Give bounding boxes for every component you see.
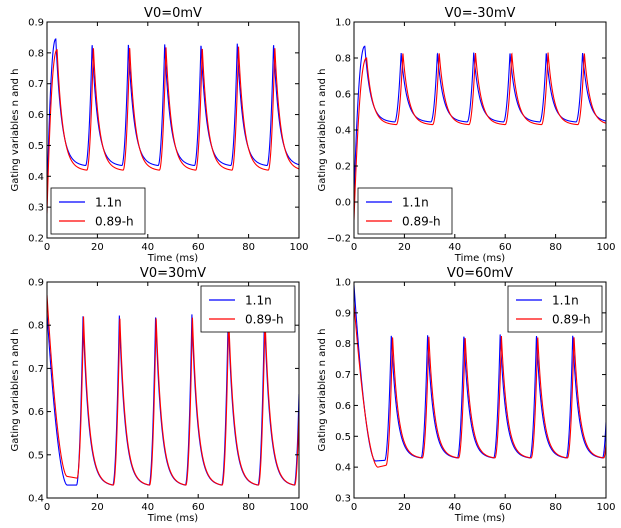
y-tick-label: 0.8 xyxy=(28,321,44,332)
y-tick-label: 0.5 xyxy=(28,141,44,152)
series-line-blue xyxy=(47,38,299,198)
series-line-blue xyxy=(354,45,606,197)
y-tick-label: 0.4 xyxy=(28,494,44,505)
y-tick-label: 0.9 xyxy=(28,278,44,289)
x-tick-label: 100 xyxy=(289,242,308,253)
chart-title: V0=60mV xyxy=(447,266,513,281)
x-tick-label: 60 xyxy=(192,242,205,253)
y-tick-label: 0.6 xyxy=(28,110,44,121)
chart-panel-4: 0 20 40 60 80 100 0.3 0.4 0.5 0.6 0.7 0.8 0.9 1.0 V0=6… xyxy=(317,266,616,524)
series-line-red xyxy=(47,46,299,214)
legend-entry: 1.1n xyxy=(552,294,579,308)
y-tick-label: 0.9 xyxy=(28,18,44,29)
y-tick-label: 0.2 xyxy=(335,162,351,173)
y-axis-label: Gating variables n and h xyxy=(317,68,328,191)
y-axis-label: Gating variables n and h xyxy=(10,328,21,451)
x-tick-label: 40 xyxy=(141,502,154,513)
legend: 1.1n 0.89-h xyxy=(357,187,453,235)
y-tick-label: 1.0 xyxy=(335,278,351,289)
chart-panel-1: 0 20 40 60 80 100 0.2 0.3 0.4 0.5 0.6 0.7 0.8 0.9 V0=0… xyxy=(10,6,309,264)
y-tick-label: 0.8 xyxy=(335,54,351,65)
plot-frame xyxy=(46,21,300,239)
y-tick-label: 0.6 xyxy=(28,407,44,418)
chart-title: V0=0mV xyxy=(144,6,202,21)
x-tick-label: 80 xyxy=(549,502,562,513)
x-tick-label: 20 xyxy=(91,502,104,513)
x-tick-label: 60 xyxy=(499,242,512,253)
y-tick-label: 0.5 xyxy=(28,450,44,461)
series-line-red xyxy=(354,52,606,221)
series-line-red xyxy=(47,294,299,486)
y-tick-label: −0.2 xyxy=(327,234,351,245)
legend-entry: 0.89-h xyxy=(245,313,284,327)
x-tick-label: 40 xyxy=(448,242,461,253)
legend: 1.1n 0.89-h xyxy=(507,285,603,333)
y-tick-label: 0.5 xyxy=(335,432,351,443)
y-tick-label: 0.4 xyxy=(335,463,351,474)
y-tick-label: 0.8 xyxy=(28,48,44,59)
plot-frame xyxy=(353,281,607,499)
x-tick-label: 60 xyxy=(499,502,512,513)
x-tick-label: 100 xyxy=(596,502,615,513)
y-tick-label: 0.7 xyxy=(28,79,44,90)
x-tick-label: 20 xyxy=(398,502,411,513)
legend-entry: 0.89-h xyxy=(402,215,441,229)
chart-title: V0=-30mV xyxy=(445,6,516,21)
y-tick-label: 0.4 xyxy=(335,126,351,137)
y-tick-label: 0.8 xyxy=(335,339,351,350)
x-tick-label: 80 xyxy=(242,242,255,253)
chart-panel-2: 0 20 40 60 80 100 −0.2 0.0 0.2 0.4 0.6 0.8 1.0 V0=-30… xyxy=(317,6,616,264)
y-tick-label: 0.3 xyxy=(335,494,351,505)
y-tick-label: 0.0 xyxy=(335,198,351,209)
x-tick-label: 80 xyxy=(549,242,562,253)
y-axis-label: Gating variables n and h xyxy=(317,328,328,451)
y-tick-label: 1.0 xyxy=(335,18,351,29)
y-axis-label: Gating variables n and h xyxy=(10,68,21,191)
x-tick-label: 40 xyxy=(141,242,154,253)
y-tick-label: 0.2 xyxy=(28,234,44,245)
x-axis-label: Time (ms) xyxy=(147,253,199,264)
y-tick-label: 0.6 xyxy=(335,90,351,101)
x-tick-label: 20 xyxy=(91,242,104,253)
y-tick-label: 0.4 xyxy=(28,172,44,183)
x-tick-label: 0 xyxy=(351,242,357,253)
x-axis-label: Time (ms) xyxy=(147,513,199,524)
y-tick-label: 0.7 xyxy=(28,364,44,375)
x-tick-label: 0 xyxy=(44,242,50,253)
x-tick-label: 80 xyxy=(242,502,255,513)
x-tick-label: 40 xyxy=(448,502,461,513)
x-axis-label: Time (ms) xyxy=(454,513,506,524)
y-tick-label: 0.3 xyxy=(28,203,44,214)
x-tick-label: 60 xyxy=(192,502,205,513)
legend-entry: 1.1n xyxy=(245,294,272,308)
y-tick-label: 0.9 xyxy=(335,308,351,319)
legend-entry: 1.1n xyxy=(95,196,122,210)
plot-frame xyxy=(46,281,300,499)
x-tick-label: 20 xyxy=(398,242,411,253)
series-line-red xyxy=(354,303,606,468)
x-tick-label: 100 xyxy=(289,502,308,513)
legend: 1.1n 0.89-h xyxy=(50,187,146,235)
x-tick-label: 0 xyxy=(44,502,50,513)
y-tick-label: 0.7 xyxy=(335,370,351,381)
x-axis-label: Time (ms) xyxy=(454,253,506,264)
x-tick-label: 100 xyxy=(596,242,615,253)
y-tick-label: 0.6 xyxy=(335,401,351,412)
chart-title: V0=30mV xyxy=(140,266,206,281)
x-tick-label: 0 xyxy=(351,502,357,513)
legend-entry: 0.89-h xyxy=(95,215,134,229)
legend: 1.1n 0.89-h xyxy=(200,285,296,333)
chart-panel-3: 0 20 40 60 80 100 0.4 0.5 0.6 0.7 0.8 0.9 V0=30mV Tim… xyxy=(10,266,309,524)
legend-entry: 1.1n xyxy=(402,196,429,210)
legend-entry: 0.89-h xyxy=(552,313,591,327)
